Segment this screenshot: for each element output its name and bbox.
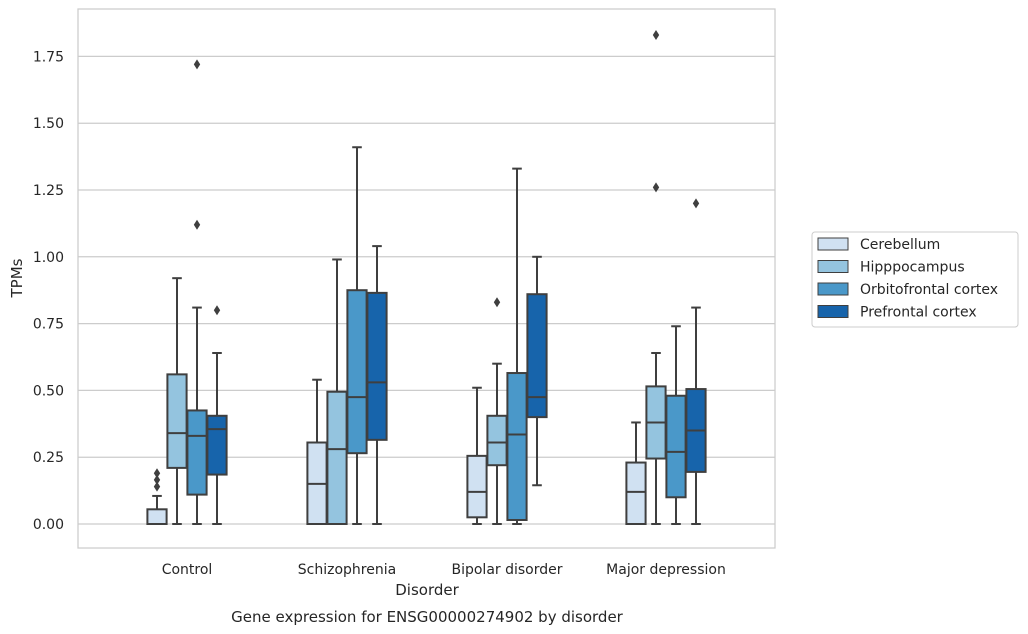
y-tick-labels: 0.00 0.25 0.50 0.75 1.00 1.25 1.50 1.75 bbox=[33, 49, 64, 533]
box bbox=[206, 414, 228, 476]
chart-caption: Gene expression for ENSG00000274902 by d… bbox=[231, 608, 624, 626]
y-tick-label: 0.50 bbox=[33, 383, 64, 399]
box bbox=[186, 409, 208, 496]
x-tick-labels: Control Schizophrenia Bipolar disorder Majo… bbox=[162, 562, 726, 578]
box-series bbox=[146, 30, 707, 526]
x-tick-label: Schizophrenia bbox=[298, 562, 396, 578]
legend-label: Hipppocampus bbox=[860, 260, 965, 276]
legend-label: Orbitofrontal cortex bbox=[860, 282, 998, 298]
outlier-point bbox=[652, 30, 660, 41]
outlier-point bbox=[692, 198, 700, 209]
y-tick-label: 0.25 bbox=[33, 450, 64, 466]
legend-swatch bbox=[817, 282, 849, 296]
box bbox=[486, 414, 508, 467]
series-hipppocampus bbox=[166, 30, 667, 525]
box bbox=[526, 293, 548, 419]
outlier-point bbox=[153, 468, 161, 479]
x-tick-label: Bipolar disorder bbox=[451, 562, 562, 578]
legend-frame bbox=[811, 231, 1019, 328]
outlier-point bbox=[153, 481, 161, 492]
outlier-point bbox=[652, 182, 660, 193]
box bbox=[625, 461, 647, 526]
x-tick-label: Control bbox=[162, 562, 213, 578]
legend-swatch bbox=[817, 237, 849, 251]
y-tick-label: 1.25 bbox=[33, 183, 64, 199]
box bbox=[326, 390, 348, 525]
box bbox=[665, 394, 687, 499]
box bbox=[346, 289, 368, 455]
legend-label: Prefrontal cortex bbox=[860, 305, 977, 321]
series-orbitofrontal-cortex bbox=[186, 59, 687, 525]
x-tick-label: Major depression bbox=[606, 562, 726, 578]
series-cerebellum bbox=[146, 378, 647, 526]
legend-label: Cerebellum bbox=[860, 237, 940, 253]
legend-swatch bbox=[817, 260, 849, 273]
outlier-point bbox=[193, 59, 201, 70]
legend-swatch bbox=[817, 305, 849, 318]
y-axis-label: TPMs bbox=[8, 258, 26, 298]
outlier-point bbox=[213, 305, 221, 316]
y-tick-label: 1.00 bbox=[33, 250, 64, 266]
outlier-point bbox=[153, 474, 161, 485]
series-prefrontal-cortex bbox=[206, 198, 707, 525]
box bbox=[506, 372, 528, 521]
box bbox=[366, 291, 388, 441]
box bbox=[166, 373, 188, 469]
legend: Cerebellum Hipppocampus Orbitofrontal cort… bbox=[811, 231, 1019, 328]
y-tick-label: 1.75 bbox=[33, 49, 64, 65]
box bbox=[466, 454, 488, 519]
outlier-point bbox=[193, 219, 201, 230]
outlier-point bbox=[493, 297, 501, 308]
y-tick-label: 0.75 bbox=[33, 317, 64, 333]
box bbox=[146, 508, 168, 525]
y-tick-label: 1.50 bbox=[33, 116, 64, 132]
y-tick-label: 0.00 bbox=[33, 517, 64, 533]
plot-area-frame bbox=[77, 8, 776, 549]
x-axis-label: Disorder bbox=[395, 581, 459, 599]
